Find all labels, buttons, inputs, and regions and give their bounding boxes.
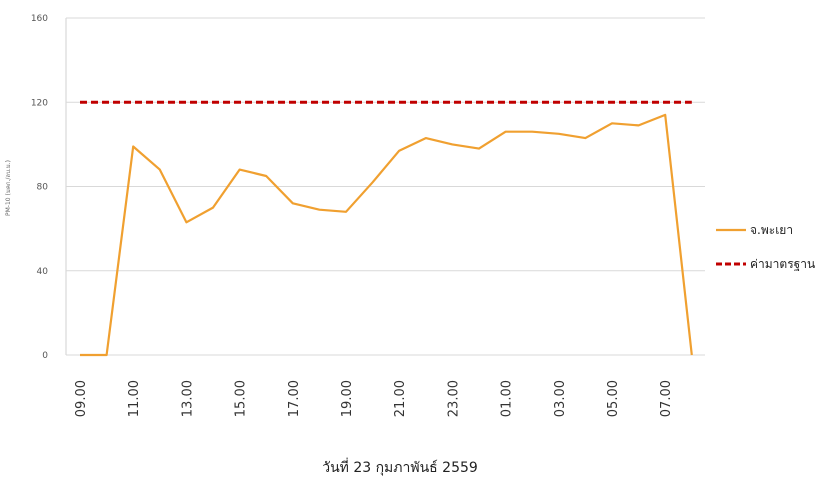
legend-label-1: จ.พะเยา <box>750 223 793 237</box>
x-tick-label: 15.00 <box>234 380 249 417</box>
x-tick-label: 01.00 <box>500 380 515 417</box>
x-tick-label: 05.00 <box>606 380 621 417</box>
x-tick-label: 19.00 <box>340 380 355 417</box>
x-tick-label: 11.00 <box>127 380 142 417</box>
x-axis-label: วันที่ 23 กุมภาพันธ์ 2559 <box>322 458 478 476</box>
x-tick-label: 21.00 <box>393 380 408 417</box>
y-tick-label: 80 <box>37 183 49 193</box>
x-tick-label: 13.00 <box>180 380 195 417</box>
x-tick-label: 17.00 <box>287 380 302 417</box>
y-tick-label: 160 <box>31 14 48 24</box>
legend-label-2: ค่ามาตรฐาน <box>750 257 815 271</box>
x-tick-label: 07.00 <box>659 380 674 417</box>
y-axis-label: PM-10 (มคก./ลบ.ม.) <box>5 160 12 216</box>
x-tick-label: 09.00 <box>74 380 89 417</box>
x-tick-label: 03.00 <box>553 380 568 417</box>
y-tick-label: 40 <box>37 267 49 277</box>
y-tick-label: 0 <box>42 351 48 361</box>
series-line-1 <box>80 113 693 357</box>
y-tick-label: 120 <box>31 98 48 108</box>
x-tick-label: 23.00 <box>446 380 461 417</box>
